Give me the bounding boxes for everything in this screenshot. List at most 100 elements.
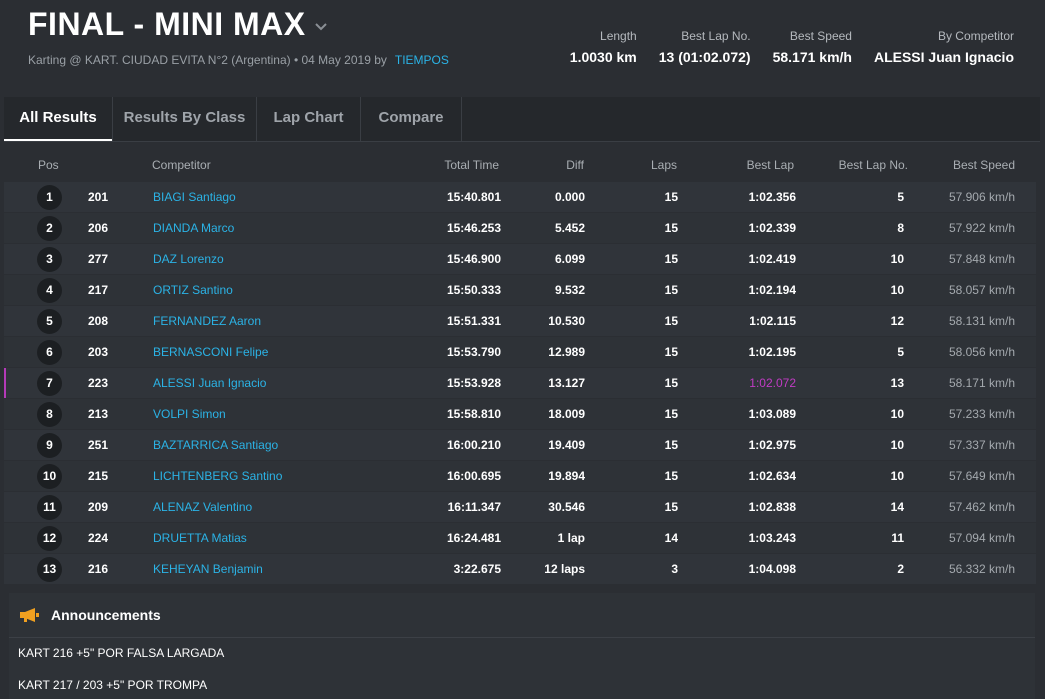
tab-lap-chart[interactable]: Lap Chart	[257, 97, 361, 141]
competitor-link[interactable]: DAZ Lorenzo	[153, 252, 224, 266]
best-lap-time: 1:03.089	[748, 407, 796, 421]
best-lap-number: 10	[890, 407, 904, 421]
table-row[interactable]: 12 224 DRUETTA Matias 16:24.481 1 lap 14 1:03.…	[4, 523, 1036, 553]
best-lap-number: 8	[897, 221, 904, 235]
best-lap-number: 5	[897, 345, 904, 359]
kart-number: 215	[88, 469, 109, 483]
table-body: 1 201 BIAGI Santiago 15:40.801 0.000 15 1:02.3…	[4, 182, 1036, 584]
table-row[interactable]: 3 277 DAZ Lorenzo 15:46.900 6.099 15 1:02.419 1…	[4, 244, 1036, 274]
best-lap-number: 10	[890, 438, 904, 452]
table-row[interactable]: 13 216 KEHEYAN Benjamin 3:22.675 12 laps 3 1:0…	[4, 554, 1036, 584]
competitor-link[interactable]: ALENAZ Valentino	[153, 500, 253, 514]
tab-compare[interactable]: Compare	[361, 97, 462, 141]
timing-provider-link[interactable]: TIEMPOS	[394, 53, 449, 67]
competitor-link[interactable]: VOLPI Simon	[153, 407, 226, 421]
table-row[interactable]: 10 215 LICHTENBERG Santino 16:00.695 19.894 1…	[4, 461, 1036, 491]
stat-best-speed: Best Speed 58.171 km/h	[773, 29, 852, 65]
title-row[interactable]: FINAL - MINI MAX	[28, 6, 328, 43]
table-row[interactable]: 6 203 BERNASCONI Felipe 15:53.790 12.989 15 1:…	[4, 337, 1036, 367]
megaphone-icon	[20, 608, 39, 622]
best-speed: 58.057 km/h	[948, 283, 1015, 297]
competitor-link[interactable]: BAZTARRICA Santiago	[153, 438, 279, 452]
competitor-link[interactable]: ALESSI Juan Ignacio	[153, 376, 267, 390]
table-row[interactable]: 7 223 ALESSI Juan Ignacio 15:53.928 13.127 15…	[4, 368, 1036, 398]
col-competitor[interactable]: Competitor	[152, 158, 211, 172]
best-lap-time: 1:03.243	[748, 531, 796, 545]
laps-count: 15	[664, 376, 678, 390]
position-badge: 3	[37, 247, 62, 272]
competitor-link[interactable]: FERNANDEZ Aaron	[153, 314, 262, 328]
tab-all-results[interactable]: All Results	[4, 97, 113, 141]
table-row[interactable]: 1 201 BIAGI Santiago 15:40.801 0.000 15 1:02.3…	[4, 182, 1036, 212]
laps-count: 15	[664, 500, 678, 514]
chevron-down-icon[interactable]	[314, 22, 328, 32]
best-speed: 57.233 km/h	[948, 407, 1015, 421]
best-speed: 58.131 km/h	[948, 314, 1015, 328]
competitor-link[interactable]: ORTIZ Santino	[153, 283, 233, 297]
competitor-link[interactable]: DIANDA Marco	[153, 221, 235, 235]
best-lap-time: 1:02.072	[749, 376, 796, 390]
diff-value: 19.894	[548, 469, 585, 483]
total-time: 15:50.333	[446, 283, 501, 297]
announcements-title: Announcements	[51, 607, 161, 623]
kart-number: 209	[88, 500, 109, 514]
stat-label: Length	[600, 29, 637, 43]
stat-best-lap-no: Best Lap No. 13 (01:02.072)	[659, 29, 751, 65]
best-speed: 57.922 km/h	[948, 221, 1015, 235]
total-time: 15:46.253	[446, 221, 501, 235]
competitor-link[interactable]: BIAGI Santiago	[153, 190, 236, 204]
kart-number: 201	[88, 190, 109, 204]
competitor-link[interactable]: DRUETTA Matias	[153, 531, 247, 545]
kart-number: 208	[88, 314, 109, 328]
competitor-link[interactable]: BERNASCONI Felipe	[153, 345, 269, 359]
col-best-speed[interactable]: Best Speed	[952, 158, 1015, 172]
results-tabs: All Results Results By Class Lap Chart C…	[4, 97, 1040, 142]
stat-value: 58.171 km/h	[772, 49, 852, 65]
total-time: 15:46.900	[446, 252, 501, 266]
table-row[interactable]: 4 217 ORTIZ Santino 15:50.333 9.532 15 1:02.19…	[4, 275, 1036, 305]
laps-count: 15	[664, 221, 678, 235]
diff-value: 6.099	[554, 252, 585, 266]
col-best-lap[interactable]: Best Lap	[746, 158, 794, 172]
total-time: 15:40.801	[446, 190, 501, 204]
col-total-time[interactable]: Total Time	[444, 158, 499, 172]
tab-results-by-class[interactable]: Results By Class	[113, 97, 257, 141]
stat-value: ALESSI Juan Ignacio	[873, 49, 1014, 65]
total-time: 3:22.675	[453, 562, 501, 576]
stat-by-competitor: By Competitor ALESSI Juan Ignacio	[874, 29, 1014, 65]
best-speed: 57.462 km/h	[948, 500, 1015, 514]
stat-value: 13 (01:02.072)	[658, 49, 751, 65]
table-row[interactable]: 8 213 VOLPI Simon 15:58.810 18.009 15 1:03.089…	[4, 399, 1036, 429]
position-badge: 9	[37, 433, 62, 458]
total-time: 15:53.790	[446, 345, 501, 359]
laps-count: 15	[664, 438, 678, 452]
position-badge: 6	[37, 340, 62, 365]
diff-value: 13.127	[548, 376, 585, 390]
diff-value: 1 lap	[557, 531, 585, 545]
announcement-item: KART 217 / 203 +5" POR TROMPA	[18, 678, 208, 692]
table-row[interactable]: 5 208 FERNANDEZ Aaron 15:51.331 10.530 15 1:02…	[4, 306, 1036, 336]
stat-label: By Competitor	[937, 29, 1014, 43]
table-row[interactable]: 9 251 BAZTARRICA Santiago 16:00.210 19.409 15…	[4, 430, 1036, 460]
competitor-link[interactable]: KEHEYAN Benjamin	[153, 562, 263, 576]
col-best-lap-no[interactable]: Best Lap No.	[838, 158, 908, 172]
col-laps[interactable]: Laps	[650, 158, 677, 172]
total-time: 16:24.481	[446, 531, 501, 545]
announcement-item: KART 216 +5" POR FALSA LARGADA	[18, 646, 225, 660]
competitor-link[interactable]: LICHTENBERG Santino	[153, 469, 283, 483]
stat-length: Length 1.0030 km	[570, 29, 637, 65]
event-subtitle: Karting @ KART. CIUDAD EVITA N°2 (Argent…	[28, 53, 449, 67]
table-row[interactable]: 11 209 ALENAZ Valentino 16:11.347 30.546 15 1:…	[4, 492, 1036, 522]
position-badge: 8	[37, 402, 62, 427]
table-row[interactable]: 2 206 DIANDA Marco 15:46.253 5.452 15 1:02.339…	[4, 213, 1036, 243]
kart-number: 223	[88, 376, 109, 390]
position-badge: 10	[37, 464, 62, 489]
total-time: 15:53.928	[446, 376, 501, 390]
col-pos[interactable]: Pos	[38, 158, 59, 172]
total-time: 16:11.347	[447, 500, 501, 514]
col-diff[interactable]: Diff	[566, 158, 584, 172]
diff-value: 0.000	[554, 190, 585, 204]
position-badge: 5	[37, 309, 62, 334]
diff-value: 12 laps	[544, 562, 585, 576]
best-lap-number: 13	[890, 376, 904, 390]
